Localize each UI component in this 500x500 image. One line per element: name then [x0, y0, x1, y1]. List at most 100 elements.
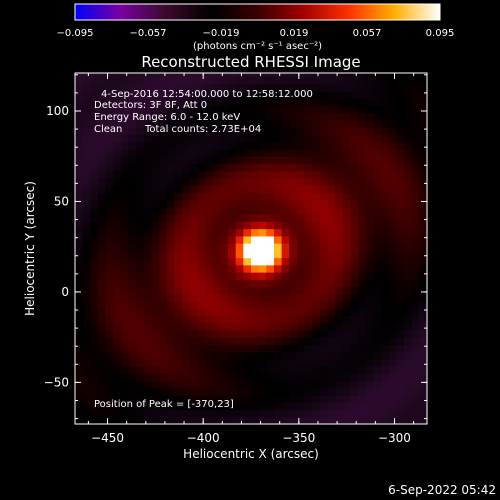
heatmap-cell	[113, 156, 122, 165]
heatmap-cell	[182, 76, 191, 85]
heatmap-cell	[136, 257, 145, 266]
heatmap-cell	[113, 315, 122, 324]
heatmap-cell	[212, 91, 221, 99]
heatmap-cell	[373, 235, 382, 244]
heatmap-cell	[182, 214, 191, 222]
heatmap-cell	[335, 402, 344, 411]
heatmap-cell	[105, 141, 114, 150]
heatmap-cell	[396, 337, 405, 345]
heatmap-cell	[296, 141, 306, 150]
heatmap-cell	[419, 170, 427, 179]
heatmap-cell	[273, 112, 283, 121]
heatmap-cell	[342, 243, 352, 251]
heatmap-cell	[97, 112, 107, 121]
heatmap-cell	[396, 83, 405, 92]
heatmap-cell	[220, 264, 229, 273]
chart-title: Reconstructed RHESSI Image	[141, 53, 360, 71]
heatmap-cell	[189, 395, 199, 403]
heatmap-cell	[205, 83, 214, 92]
heatmap-cell	[350, 300, 359, 309]
heatmap-cell	[128, 329, 137, 338]
heatmap-cell	[266, 416, 275, 424]
heatmap-cell	[350, 206, 359, 215]
heatmap-cell	[411, 250, 420, 259]
heatmap-cell	[82, 264, 91, 273]
heatmap-cell	[365, 83, 375, 92]
heatmap-cell	[335, 83, 344, 92]
heatmap-cell	[113, 105, 122, 114]
heatmap-cell	[266, 170, 275, 179]
heatmap-cell	[228, 206, 237, 215]
heatmap-cell	[335, 120, 344, 128]
heatmap-cell	[419, 416, 427, 424]
heatmap-cell	[182, 73, 191, 78]
heatmap-cell	[220, 402, 229, 411]
heatmap-cell	[159, 76, 168, 85]
heatmap-cell	[120, 264, 130, 273]
heatmap-cell	[82, 141, 91, 150]
heatmap-cell	[273, 264, 283, 273]
heatmap-cell	[319, 272, 329, 280]
heatmap-cell	[251, 329, 260, 338]
heatmap-cell	[381, 192, 390, 201]
heatmap-cell	[212, 366, 221, 374]
heatmap-cell	[166, 105, 176, 114]
heatmap-cell	[312, 192, 321, 201]
heatmap-cell	[342, 112, 352, 121]
heatmap-cell	[350, 416, 359, 424]
heatmap-cell	[82, 344, 91, 353]
heatmap-cell	[273, 199, 283, 208]
heatmap-cell	[342, 206, 352, 215]
heatmap-cell	[189, 134, 199, 143]
heatmap-cell	[381, 141, 390, 150]
heatmap-cell	[304, 73, 313, 78]
heatmap-cell	[166, 91, 176, 99]
heatmap-cell	[243, 329, 252, 338]
heatmap-cell	[327, 228, 336, 237]
heatmap-cell	[82, 170, 91, 179]
heatmap-cell	[411, 141, 420, 150]
heatmap-cell	[182, 279, 191, 288]
heatmap-cell	[212, 351, 221, 360]
heatmap-cell	[258, 416, 267, 424]
heatmap-cell	[404, 344, 413, 353]
heatmap-cell	[97, 163, 107, 172]
heatmap-cell	[197, 257, 206, 266]
heatmap-cell	[350, 221, 359, 230]
heatmap-cell	[228, 315, 237, 324]
heatmap-cell	[90, 156, 99, 165]
heatmap-cell	[342, 373, 352, 382]
heatmap-cell	[136, 228, 145, 237]
heatmap-cell	[319, 206, 329, 215]
heatmap-cell	[212, 257, 221, 266]
heatmap-cell	[312, 163, 321, 172]
heatmap-cell	[105, 192, 114, 201]
heatmap-cell	[373, 83, 382, 92]
heatmap-cell	[404, 235, 413, 244]
heatmap-cell	[404, 228, 413, 237]
heatmap-cell	[212, 416, 221, 424]
heatmap-cell	[373, 264, 382, 273]
heatmap-cell	[327, 402, 336, 411]
heatmap-cell	[120, 409, 130, 418]
heatmap-cell	[143, 293, 153, 302]
heatmap-cell	[235, 322, 244, 331]
heatmap-cell	[166, 402, 176, 411]
heatmap-cell	[388, 156, 397, 165]
heatmap-cell	[273, 257, 283, 266]
heatmap-cell	[228, 279, 237, 288]
heatmap-cell	[319, 402, 329, 411]
heatmap-cell	[312, 257, 321, 266]
heatmap-cell	[411, 76, 420, 85]
heatmap-cell	[128, 402, 137, 411]
heatmap-cell	[327, 380, 336, 389]
heatmap-cell	[411, 293, 420, 302]
heatmap-cell	[381, 416, 390, 424]
heatmap-cell	[419, 293, 427, 302]
heatmap-cell	[273, 98, 283, 107]
heatmap-cell	[273, 337, 283, 345]
heatmap-cell	[251, 120, 260, 128]
heatmap-cell	[289, 73, 298, 78]
heatmap-cell	[136, 308, 145, 317]
heatmap-cell	[296, 329, 306, 338]
